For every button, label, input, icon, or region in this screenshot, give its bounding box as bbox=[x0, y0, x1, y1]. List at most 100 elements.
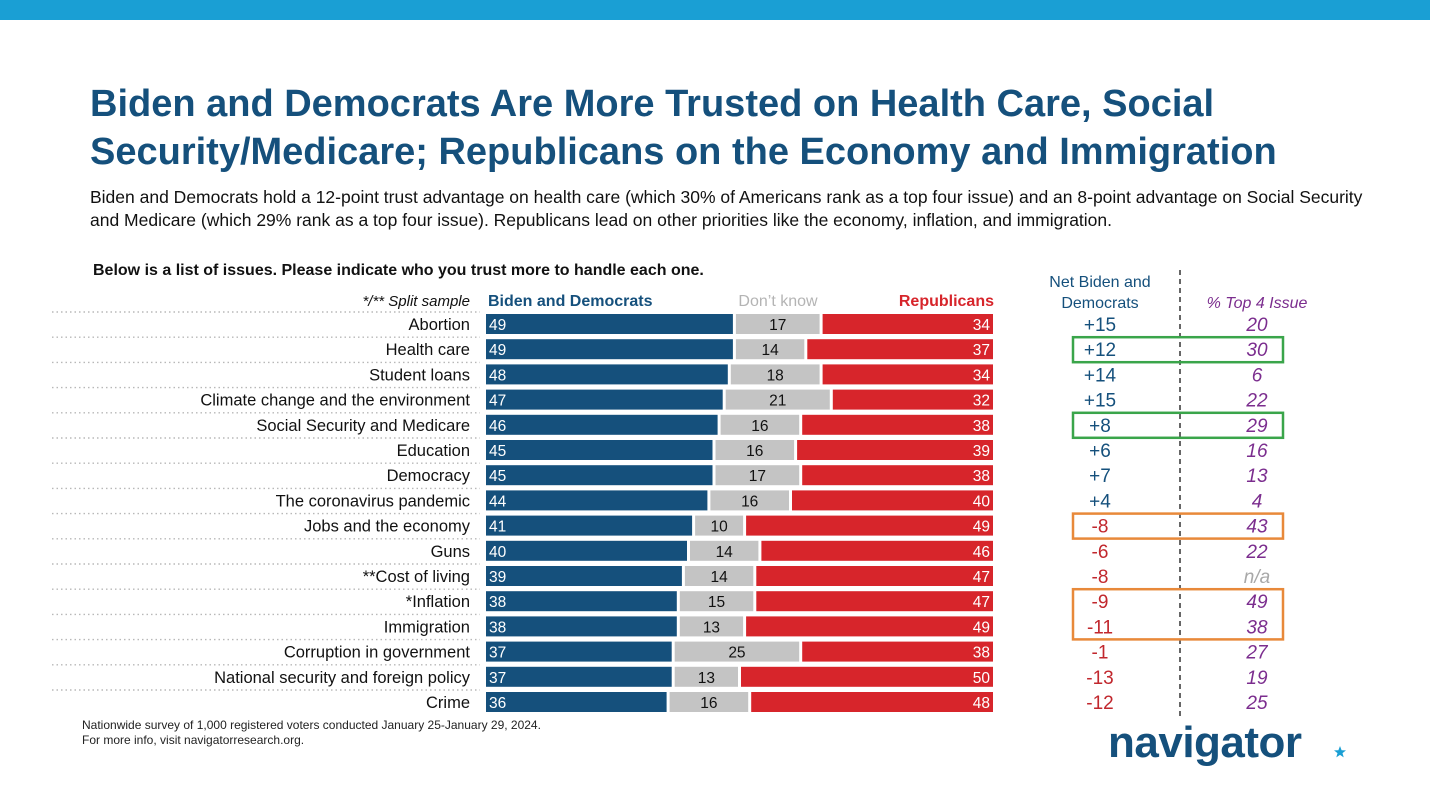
bar-value-label: 14 bbox=[716, 544, 734, 561]
net-value: +12 bbox=[1084, 340, 1116, 361]
bar-segment bbox=[486, 566, 682, 586]
bar-segment bbox=[730, 364, 820, 385]
bar-segment bbox=[725, 389, 830, 410]
highlight-box bbox=[1071, 512, 1285, 540]
bar-segment bbox=[695, 515, 744, 536]
bar-value-label: 15 bbox=[708, 594, 725, 611]
net-value: -13 bbox=[1086, 668, 1113, 689]
bar-segment bbox=[486, 389, 723, 410]
net-value: -6 bbox=[1092, 542, 1109, 563]
net-column-header: Net Biden and Democrats bbox=[1049, 274, 1150, 312]
category-label: Corruption in government bbox=[284, 644, 471, 662]
bar-value-label: 14 bbox=[761, 342, 779, 359]
bar-value-label: 32 bbox=[973, 393, 990, 410]
bar-value-label: 38 bbox=[489, 619, 506, 636]
top4-value: 16 bbox=[1246, 441, 1268, 462]
category-label: Social Security and Medicare bbox=[256, 417, 470, 435]
top4-column-header: % Top 4 Issue bbox=[1207, 295, 1308, 312]
bar-value-label: 13 bbox=[698, 670, 715, 687]
category-label: Crime bbox=[426, 694, 470, 712]
bar-value-label: 37 bbox=[973, 342, 990, 359]
bar-segment bbox=[690, 540, 759, 561]
top4-value: 13 bbox=[1246, 466, 1268, 487]
category-label: Guns bbox=[431, 543, 470, 561]
stacked-bar-chart: Biden and Democrats Don’t know Republicans… bbox=[52, 270, 1308, 716]
category-label: Climate change and the environment bbox=[200, 392, 470, 410]
bar-value-label: 18 bbox=[767, 367, 784, 384]
category-label: Abortion bbox=[409, 316, 470, 334]
category-label: Health care bbox=[386, 341, 470, 359]
bar-segment bbox=[486, 692, 667, 712]
bar-segment bbox=[486, 540, 687, 561]
bar-value-label: 21 bbox=[769, 393, 786, 410]
bar-segment bbox=[486, 465, 713, 486]
bar-segment bbox=[751, 692, 993, 712]
legend-republicans: Republicans bbox=[899, 293, 994, 310]
top4-value: n/a bbox=[1244, 567, 1270, 588]
highlight-box bbox=[1071, 335, 1285, 364]
bar-value-label: 39 bbox=[973, 443, 990, 460]
net-value: -8 bbox=[1092, 567, 1109, 588]
net-value: -8 bbox=[1092, 517, 1109, 538]
bar-value-label: 34 bbox=[973, 367, 991, 384]
bar-segment bbox=[486, 591, 677, 612]
bar-segment bbox=[807, 339, 993, 360]
top4-value: 43 bbox=[1246, 517, 1268, 538]
bar-value-label: 49 bbox=[489, 317, 506, 334]
bar-value-label: 47 bbox=[973, 569, 990, 586]
bar-segment bbox=[679, 591, 754, 612]
survey-question: Below is a list of issues. Please indica… bbox=[93, 262, 704, 279]
top4-value: 29 bbox=[1245, 416, 1268, 437]
logo-star-icon bbox=[1334, 746, 1346, 758]
bar-value-label: 47 bbox=[973, 594, 990, 611]
bar-segment bbox=[715, 440, 795, 460]
bar-value-label: 17 bbox=[769, 317, 786, 334]
bar-segment bbox=[741, 666, 993, 687]
top4-value: 19 bbox=[1246, 668, 1268, 689]
bar-segment bbox=[792, 490, 993, 511]
top4-value: 38 bbox=[1246, 617, 1268, 638]
bar-value-label: 45 bbox=[489, 443, 506, 460]
bar-value-label: 36 bbox=[489, 695, 506, 712]
net-value: +6 bbox=[1089, 441, 1111, 462]
split-sample-note: */** Split sample bbox=[362, 293, 470, 310]
top4-value: 25 bbox=[1245, 693, 1268, 714]
bar-value-label: 46 bbox=[973, 544, 990, 561]
highlight-box bbox=[1071, 587, 1285, 641]
bar-segment bbox=[756, 566, 993, 586]
net-value: +14 bbox=[1084, 365, 1117, 386]
bar-segment bbox=[486, 440, 713, 460]
net-value: +15 bbox=[1084, 315, 1116, 336]
bar-value-label: 16 bbox=[741, 493, 758, 510]
net-value: +8 bbox=[1089, 416, 1111, 437]
bar-value-label: 37 bbox=[489, 645, 506, 662]
bar-value-label: 44 bbox=[489, 493, 507, 510]
footnote: Nationwide survey of 1,000 registered vo… bbox=[82, 718, 541, 748]
bar-value-label: 49 bbox=[973, 619, 990, 636]
bar-segment bbox=[822, 314, 993, 334]
bar-segment bbox=[486, 490, 708, 511]
bar-value-label: 48 bbox=[973, 695, 990, 712]
bar-segment bbox=[486, 414, 718, 435]
bar-value-label: 38 bbox=[973, 645, 990, 662]
category-label: Jobs and the economy bbox=[304, 518, 471, 536]
category-label: **Cost of living bbox=[363, 568, 470, 586]
bar-value-label: 16 bbox=[751, 418, 768, 435]
bar-value-label: 16 bbox=[700, 695, 717, 712]
category-label: Student loans bbox=[369, 366, 470, 384]
bar-segment bbox=[822, 364, 993, 385]
legend-biden-democrats: Biden and Democrats bbox=[488, 293, 653, 310]
bar-segment bbox=[761, 540, 993, 561]
bar-segment bbox=[715, 465, 800, 486]
bar-segment bbox=[802, 465, 993, 486]
top4-value: 22 bbox=[1245, 542, 1268, 563]
bar-segment bbox=[802, 414, 993, 435]
top-accent-bar bbox=[0, 0, 1430, 20]
bar-segment bbox=[802, 641, 993, 662]
top4-value: 4 bbox=[1252, 491, 1263, 512]
bar-segment bbox=[720, 414, 800, 435]
bar-segment bbox=[674, 666, 738, 687]
bar-value-label: 16 bbox=[746, 443, 763, 460]
category-label: Immigration bbox=[384, 618, 470, 636]
bar-segment bbox=[486, 666, 672, 687]
